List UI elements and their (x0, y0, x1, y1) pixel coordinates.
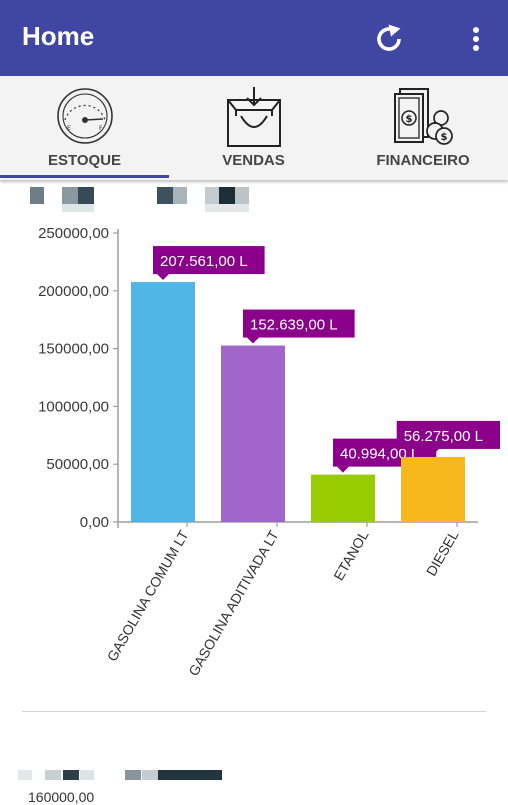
bar-3 (311, 474, 375, 522)
category-label: DIESEL (423, 527, 462, 578)
data-label-pointer (247, 337, 259, 344)
fuel-gauge-icon: E F (56, 88, 113, 144)
page-title: Home (22, 21, 95, 51)
category-label: GASOLINA COMUM LT (104, 527, 192, 664)
tab-vendas[interactable]: VENDAS (169, 76, 338, 180)
section-divider (22, 711, 486, 712)
svg-text:$: $ (406, 114, 413, 125)
data-label-box (153, 246, 265, 275)
bar-1 (131, 282, 195, 522)
data-label-text: 152.639,00 L (250, 317, 338, 334)
data-label-text: 207.561,00 L (160, 253, 248, 270)
svg-text:F: F (99, 125, 103, 132)
tab-vendas-label: VENDAS (222, 152, 285, 169)
bar-2 (221, 345, 285, 522)
y-tick-label: 250000,00 (38, 225, 109, 242)
data-label-text: 56.275,00 L (404, 428, 483, 445)
category-label: GASOLINA ADITIVADA LT (185, 527, 282, 678)
data-label-box (396, 420, 500, 449)
y-tick-label: 50000,00 (46, 456, 109, 473)
money-coins-icon: $ $ (394, 88, 453, 145)
tab-financeiro[interactable]: $ $ FINANCEIRO (338, 76, 508, 180)
svg-text:$: $ (441, 132, 448, 143)
tab-financeiro-label: FINANCEIRO (376, 152, 470, 169)
more-vert-icon[interactable] (462, 22, 490, 56)
app-bar: Home (0, 0, 508, 76)
data-label-pointer (427, 448, 439, 455)
second-chart-y-tick: 160000,00 (28, 789, 95, 805)
tab-estoque[interactable]: E F ESTOQUE (0, 76, 169, 180)
bar-4 (401, 456, 465, 522)
active-tab-indicator (0, 175, 169, 178)
tab-estoque-label: ESTOQUE (47, 152, 122, 169)
refresh-icon[interactable] (372, 22, 406, 56)
shopping-bag-icon (226, 87, 281, 147)
y-tick-label: 100000,00 (38, 398, 109, 415)
tab-bar: E F ESTOQUE VENDAS $ $ FINANCEIRO (0, 76, 508, 180)
y-tick-label: 200000,00 (38, 283, 109, 300)
data-label-text: 40.994,00 L (340, 446, 419, 463)
data-label-box (243, 309, 355, 338)
category-label: ETANOL (330, 527, 371, 583)
stock-bar-chart: 0,00 50000,00 100000,00 150000,00 200000,00 2… (38, 225, 500, 679)
data-label-pointer (337, 466, 349, 473)
y-tick-label: 0,00 (80, 514, 109, 531)
svg-text:E: E (67, 125, 71, 132)
data-label-pointer (157, 274, 169, 281)
y-tick-label: 150000,00 (38, 341, 109, 358)
